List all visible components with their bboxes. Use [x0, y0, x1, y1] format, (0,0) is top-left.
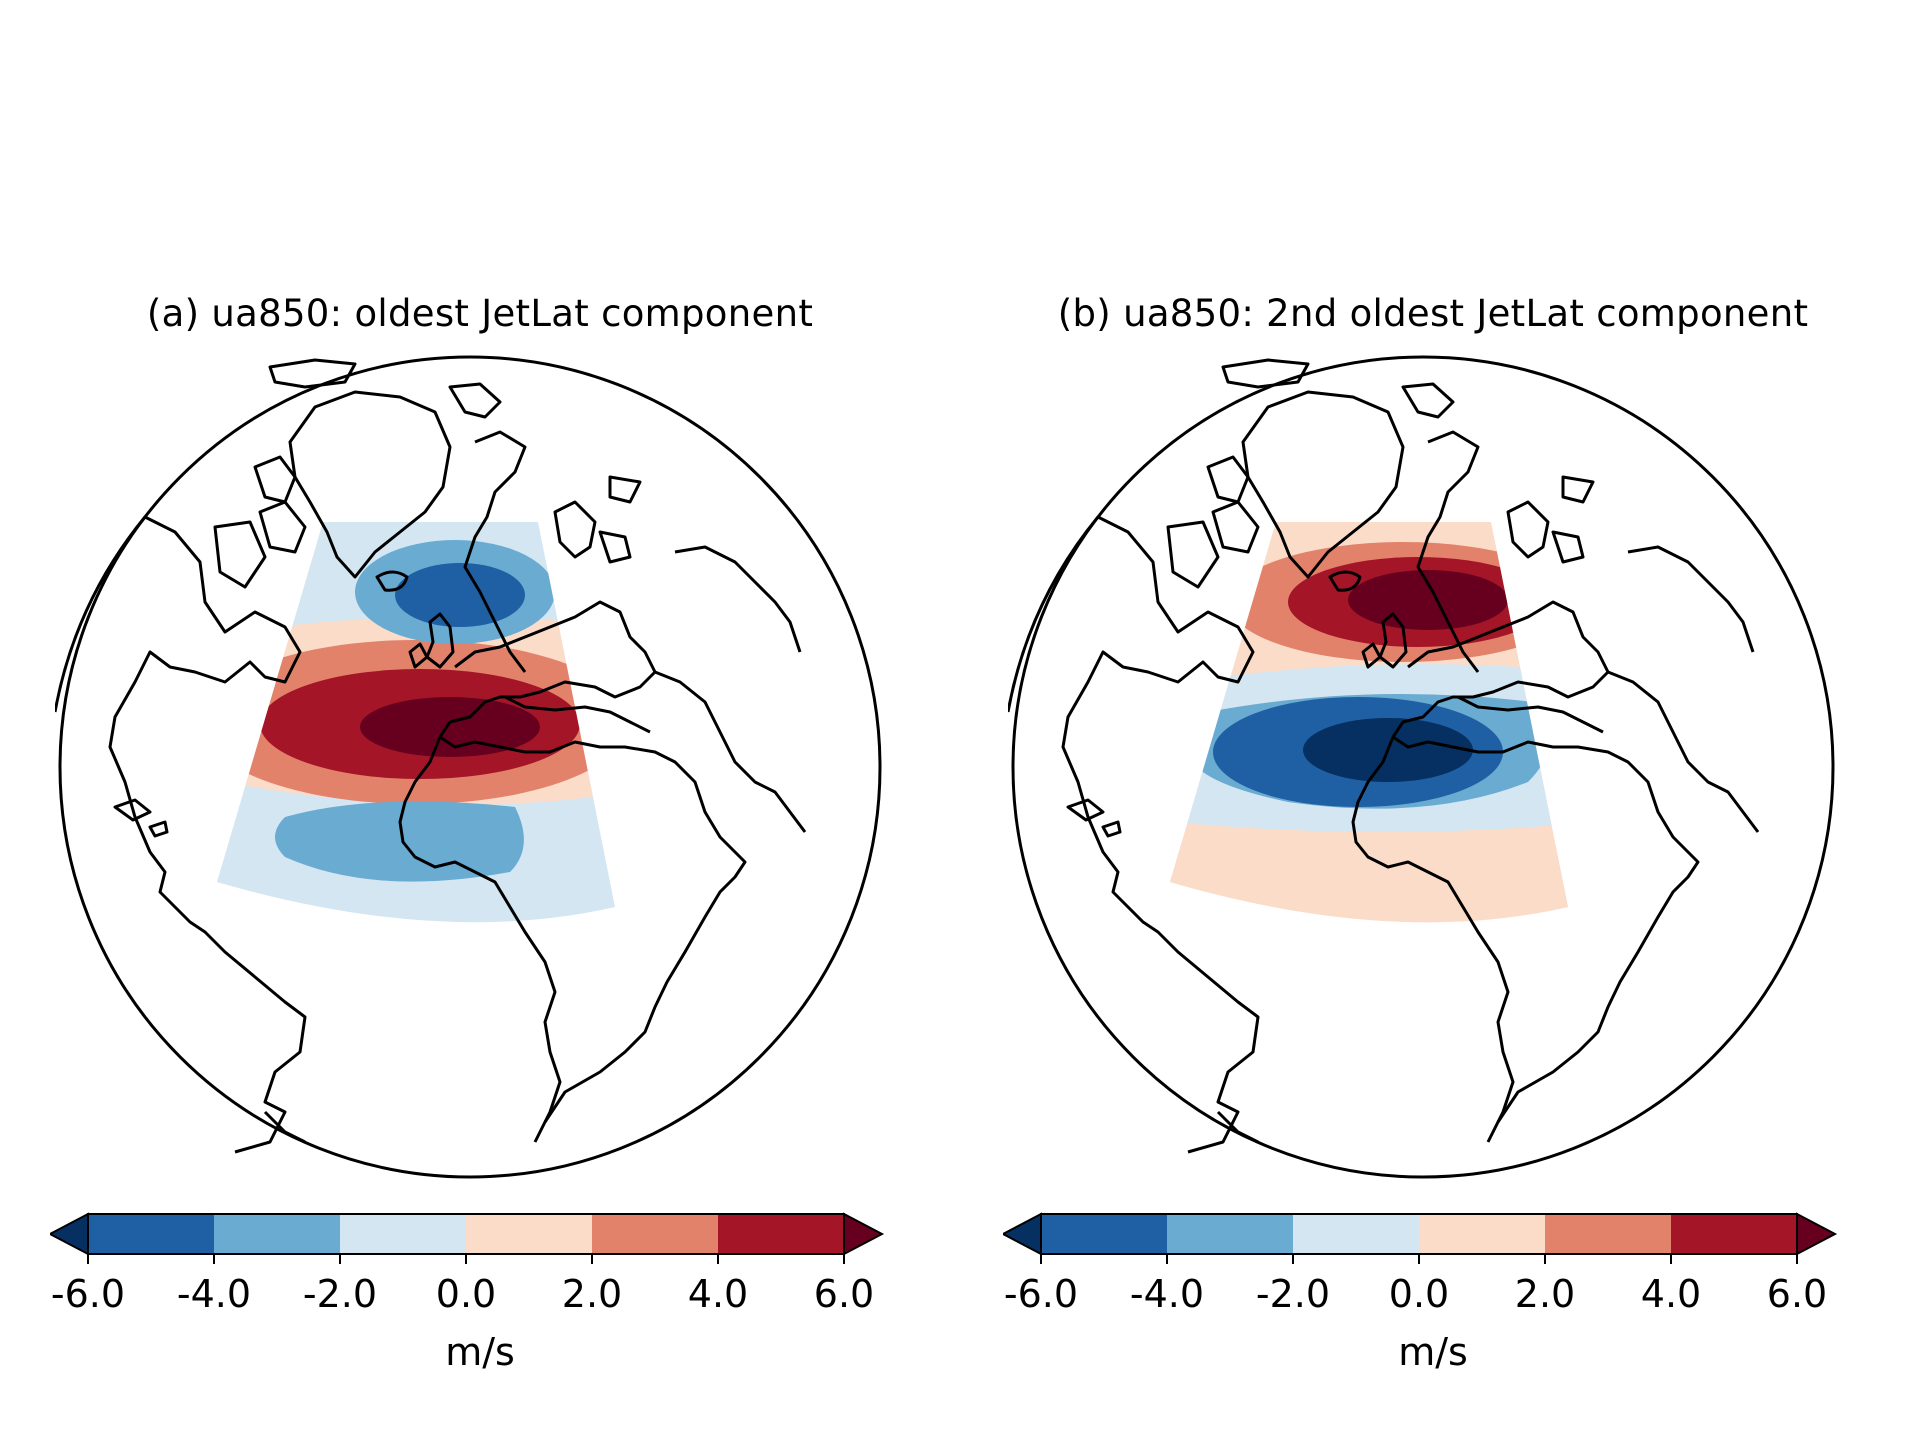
colorbar-extend-low: [50, 1212, 89, 1256]
contour-level-above-6: [1348, 570, 1508, 630]
colorbar-tick-label: -2.0: [302, 1272, 378, 1316]
colorbar-bin: [466, 1214, 592, 1254]
colorbar-bin: [1545, 1214, 1671, 1254]
colorbar-units: m/s: [445, 1330, 515, 1374]
colorbar-tick-label: 4.0: [1640, 1272, 1702, 1316]
colorbar-tick-label: -6.0: [1003, 1272, 1079, 1316]
panel-title: (b) ua850: 2nd oldest JetLat component: [1057, 292, 1809, 335]
panel-a: (a) ua850: oldest JetLat component: [50, 292, 885, 1374]
colorbar-bin: [718, 1214, 844, 1254]
colorbar: [1003, 1212, 1838, 1264]
wind-anomaly-field: [1170, 522, 1568, 923]
wind-anomaly-field: [217, 522, 615, 923]
colorbar-extend-high: [1796, 1212, 1838, 1256]
colorbar-tick-label: -6.0: [50, 1272, 126, 1316]
globe-outline: [1011, 355, 1835, 1179]
contour-level-above-6: [360, 697, 540, 757]
colorbar-tick-label: 2.0: [561, 1272, 623, 1316]
contour-level--6--4: [395, 563, 525, 627]
colorbar-bin: [1419, 1214, 1545, 1254]
colorbar-bin: [88, 1214, 214, 1254]
colorbar-extend-high: [843, 1212, 885, 1256]
colorbar-tick-label: -4.0: [1129, 1272, 1205, 1316]
colorbar-bin: [340, 1214, 466, 1254]
panel-title: (a) ua850: oldest JetLat component: [146, 292, 814, 335]
colorbar-tick-label: 0.0: [435, 1272, 497, 1316]
colorbar-bin: [592, 1214, 718, 1254]
colorbar-units: m/s: [1398, 1330, 1468, 1374]
colorbar-tick-label: 6.0: [1766, 1272, 1828, 1316]
colorbar: [50, 1212, 885, 1264]
colorbar-extend-low: [1003, 1212, 1042, 1256]
colorbar-tick-label: 2.0: [1514, 1272, 1576, 1316]
colorbar-tick-label: -2.0: [1255, 1272, 1331, 1316]
coastlines: [55, 358, 807, 1154]
colorbar-tick-label: -4.0: [176, 1272, 252, 1316]
globe-outline: [58, 355, 882, 1179]
globe-map: [55, 355, 882, 1179]
colorbar-bin: [1167, 1214, 1293, 1254]
globe-map: [1008, 355, 1835, 1179]
colorbar-bin: [1293, 1214, 1419, 1254]
colorbar-bin: [214, 1214, 340, 1254]
panel-b: (b) ua850: 2nd oldest JetLat component: [953, 0, 1913, 1440]
colorbar-tick-label: 6.0: [813, 1272, 875, 1316]
colorbar-bin: [1671, 1214, 1797, 1254]
contour-level--4--2: [275, 801, 524, 882]
colorbar-bin: [1041, 1214, 1167, 1254]
colorbar-tick-label: 4.0: [687, 1272, 749, 1316]
colorbar-tick-label: 0.0: [1388, 1272, 1450, 1316]
